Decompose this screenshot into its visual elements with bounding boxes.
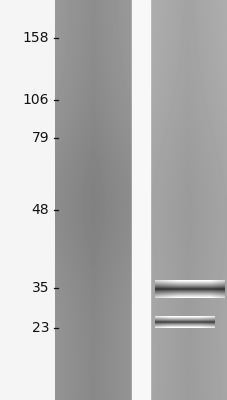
Text: 48: 48: [31, 203, 49, 217]
Text: 23: 23: [31, 321, 49, 335]
Text: 79: 79: [31, 131, 49, 145]
Text: 106: 106: [22, 93, 49, 107]
Text: 35: 35: [31, 281, 49, 295]
Text: 158: 158: [22, 31, 49, 45]
Bar: [131, 0, 149, 400]
